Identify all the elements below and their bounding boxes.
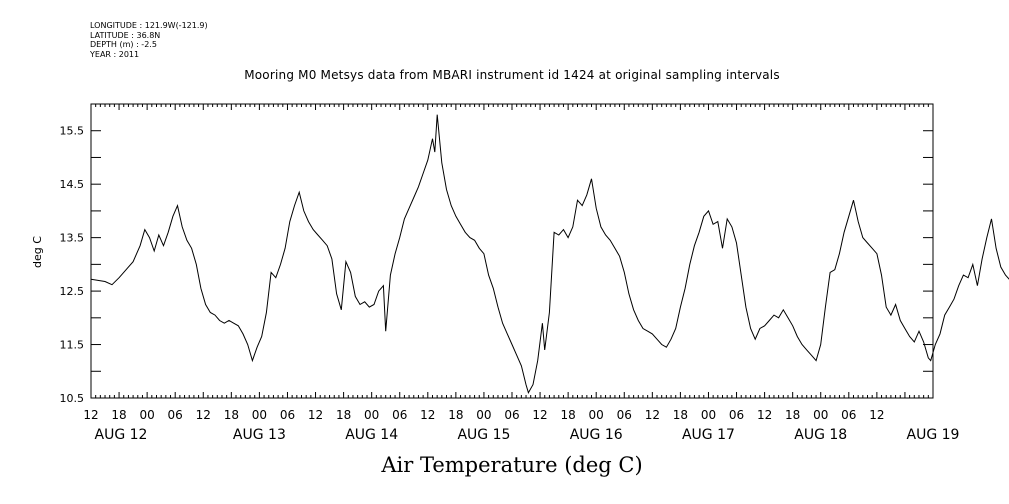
x-tick-label: 00 <box>701 408 716 422</box>
x-tick-label: 06 <box>280 408 295 422</box>
x-tick-label: 12 <box>420 408 435 422</box>
x-tick-label: 00 <box>364 408 379 422</box>
x-tick-label: 06 <box>392 408 407 422</box>
x-tick-label: 18 <box>448 408 463 422</box>
x-tick-label: 06 <box>617 408 632 422</box>
x-tick-label: 06 <box>504 408 519 422</box>
x-tick-label: 06 <box>841 408 856 422</box>
x-tick-label: 12 <box>83 408 98 422</box>
y-tick-label: 15.5 <box>60 125 85 138</box>
x-date-label: AUG 13 <box>233 427 286 443</box>
y-tick-label: 14.5 <box>60 178 85 191</box>
x-tick-label: 00 <box>476 408 491 422</box>
y-tick-label: 11.5 <box>60 339 85 352</box>
plot-frame <box>90 103 934 399</box>
x-tick-label: 00 <box>252 408 267 422</box>
x-tick-label: 18 <box>560 408 575 422</box>
year-label: YEAR : 2011 <box>90 49 140 59</box>
x-date-label: AUG 16 <box>570 427 623 443</box>
depth-label: DEPTH (m) : -2.5 <box>90 40 157 50</box>
station-metadata: LONGITUDE : 121.9W(-121.9) LATITUDE : 36… <box>90 21 208 59</box>
x-tick-label: 12 <box>308 408 323 422</box>
y-axis-label: deg C <box>31 236 44 268</box>
x-date-label: AUG 14 <box>345 427 398 443</box>
axis-tick-labels: 12 18 00 06 12 18 00 06 12 18 00 06 12 18 00 06 12 18 00 06… <box>60 125 960 443</box>
x-tick-label: 12 <box>532 408 547 422</box>
x-tick-label: 18 <box>785 408 800 422</box>
x-tick-label: 12 <box>757 408 772 422</box>
x-date-label: AUG 19 <box>907 427 960 443</box>
x-tick-label: 18 <box>111 408 126 422</box>
x-tick-label: 06 <box>729 408 744 422</box>
x-date-label: AUG 18 <box>794 427 847 443</box>
x-tick-label: 00 <box>589 408 604 422</box>
y-tick-label: 12.5 <box>60 285 85 298</box>
x-tick-label: 12 <box>645 408 660 422</box>
y-tick-label: 10.5 <box>60 392 85 405</box>
x-date-label: AUG 17 <box>682 427 735 443</box>
x-tick-label: 00 <box>139 408 154 422</box>
x-date-label: AUG 12 <box>95 427 148 443</box>
x-tick-label: 00 <box>813 408 828 422</box>
x-tick-label: 18 <box>673 408 688 422</box>
air-temperature-series-line <box>90 114 1009 394</box>
x-tick-label: 18 <box>224 408 239 422</box>
x-date-label: AUG 15 <box>457 427 510 443</box>
x-tick-label: 06 <box>168 408 183 422</box>
axis-ticks <box>90 103 934 399</box>
x-tick-label: 12 <box>869 408 884 422</box>
longitude-label: LONGITUDE : 121.9W(-121.9) <box>90 21 208 30</box>
x-axis-label: Air Temperature (deg C) <box>381 453 643 477</box>
latitude-label: LATITUDE : 36.8N <box>90 30 161 40</box>
x-tick-label: 18 <box>336 408 351 422</box>
chart-title: Mooring M0 Metsys data from MBARI instru… <box>244 68 780 82</box>
y-tick-label: 13.5 <box>60 232 85 245</box>
x-tick-label: 12 <box>196 408 211 422</box>
